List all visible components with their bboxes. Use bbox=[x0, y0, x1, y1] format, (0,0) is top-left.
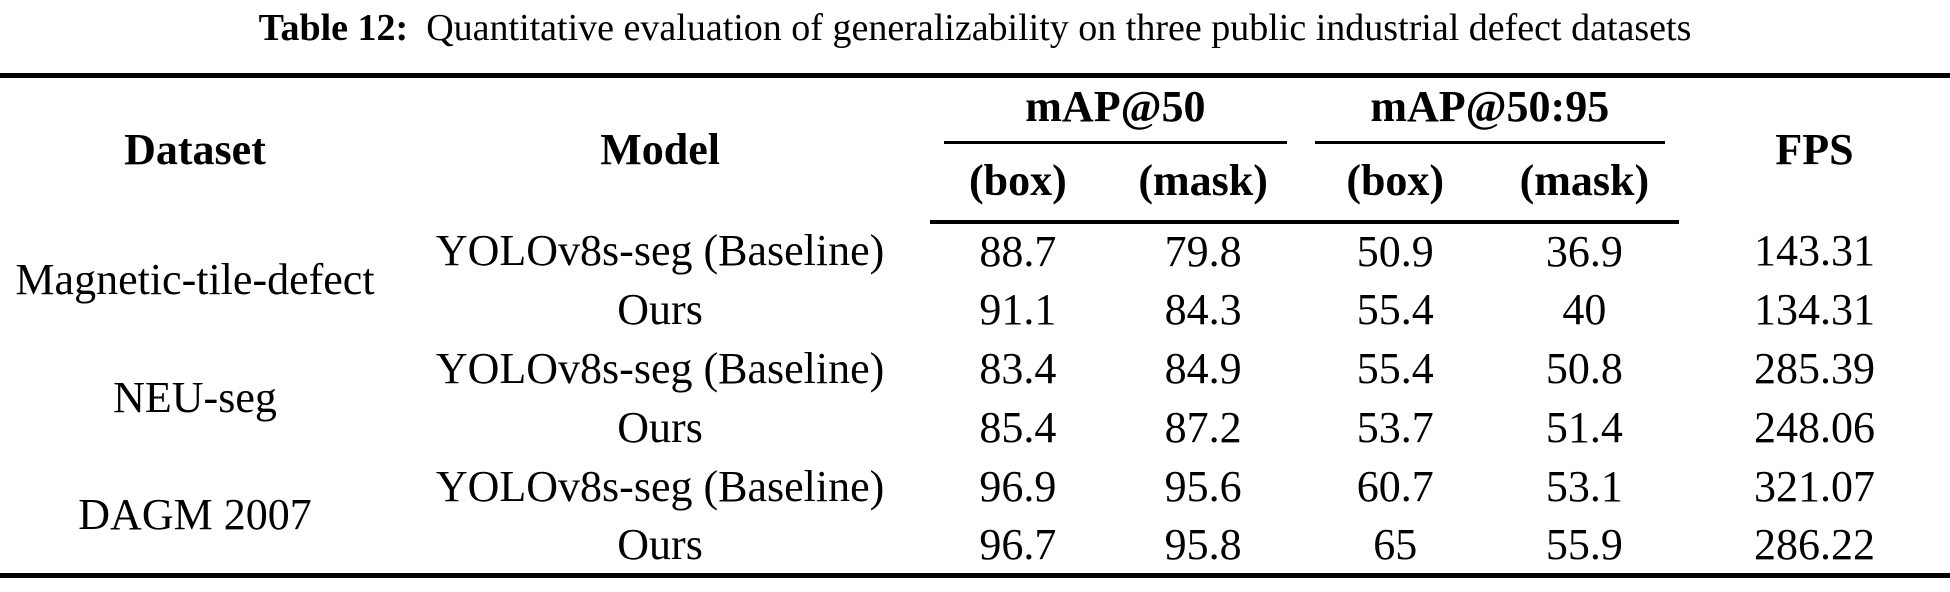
map5095-box-cell: 65 bbox=[1373, 519, 1418, 569]
map50-mask-cell: 84.3 bbox=[1164, 284, 1242, 334]
fps-cell: 321.07 bbox=[1753, 461, 1875, 511]
results-table: Dataset Model mAP@50 mAP@50:95 FPS (box)… bbox=[0, 73, 1950, 578]
map50-mask-cell: 79.8 bbox=[1164, 226, 1242, 276]
map50-box-cell: 96.9 bbox=[979, 461, 1057, 511]
dataset-cell: Magnetic-tile-defect bbox=[15, 255, 375, 305]
fps-cell: 285.39 bbox=[1753, 343, 1875, 393]
cmidrule-map50-95: mAP@50:95 bbox=[1314, 79, 1665, 144]
map50-box-cell: 83.4 bbox=[979, 343, 1057, 393]
col-header-model: Model bbox=[600, 124, 720, 174]
table-row: Ours 96.7 95.8 65 55.9 286.22 bbox=[0, 517, 1950, 576]
map50-mask-cell: 87.2 bbox=[1164, 402, 1242, 452]
map5095-box-cell: 55.4 bbox=[1356, 284, 1434, 334]
fps-cell: 143.31 bbox=[1753, 225, 1875, 275]
map5095-mask-cell: 51.4 bbox=[1545, 402, 1623, 452]
table-row: Magnetic-tile-defect YOLOv8s-seg (Baseli… bbox=[0, 222, 1950, 304]
model-cell: YOLOv8s-seg (Baseline) bbox=[435, 225, 885, 275]
map5095-box-cell: 55.4 bbox=[1356, 343, 1434, 393]
map50-mask-cell: 95.6 bbox=[1164, 461, 1242, 511]
model-cell: YOLOv8s-seg (Baseline) bbox=[435, 461, 885, 511]
cmidrule-map50: mAP@50 bbox=[944, 79, 1287, 144]
map5095-mask-cell: 55.9 bbox=[1545, 519, 1623, 569]
table-row: Ours 91.1 84.3 55.4 40 134.31 bbox=[0, 281, 1950, 340]
map5095-mask-cell: 40 bbox=[1562, 284, 1607, 334]
table-row: DAGM 2007 YOLOv8s-seg (Baseline) 96.9 95… bbox=[0, 458, 1950, 539]
map50-box-cell: 96.7 bbox=[979, 519, 1057, 569]
map5095-box-cell: 53.7 bbox=[1356, 402, 1434, 452]
map50-mask-cell: 95.8 bbox=[1164, 519, 1242, 569]
map50-box-cell: 85.4 bbox=[979, 402, 1057, 452]
fps-cell: 248.06 bbox=[1753, 402, 1875, 452]
model-cell: Ours bbox=[617, 284, 703, 334]
col-subheader-map5095-box: (box) bbox=[1300, 143, 1490, 224]
header-row-groups: Dataset Model mAP@50 mAP@50:95 FPS bbox=[0, 76, 1950, 173]
col-subheader-map5095-mask: (mask) bbox=[1489, 143, 1679, 224]
col-subheader-map50-box: (box) bbox=[930, 143, 1106, 224]
dataset-cell: NEU-seg bbox=[113, 373, 277, 423]
map5095-mask-cell: 53.1 bbox=[1545, 461, 1623, 511]
col-group-map50-95: mAP@50:95 bbox=[1301, 76, 1679, 144]
header-row-sub: (box) (mask) (box) (mask) bbox=[0, 143, 1950, 224]
col-header-dataset: Dataset bbox=[124, 124, 266, 174]
model-cell: Ours bbox=[617, 402, 703, 452]
map50-box-cell: 88.7 bbox=[979, 226, 1057, 276]
dataset-cell: DAGM 2007 bbox=[78, 490, 312, 540]
table-caption: Table 12: Quantitative evaluation of gene… bbox=[0, 0, 1950, 73]
col-group-map50: mAP@50 bbox=[930, 76, 1301, 144]
table-row: Ours 85.4 87.2 53.7 51.4 248.06 bbox=[0, 399, 1950, 458]
map50-mask-cell: 84.9 bbox=[1164, 343, 1242, 393]
table-row: NEU-seg YOLOv8s-seg (Baseline) 83.4 84.9… bbox=[0, 340, 1950, 422]
col-group-map50-label: mAP@50 bbox=[1025, 82, 1206, 132]
map50-box-cell: 91.1 bbox=[979, 284, 1057, 334]
map5095-box-cell: 50.9 bbox=[1356, 226, 1434, 276]
table-caption-label: Table 12: bbox=[258, 7, 409, 49]
map5095-box-cell: 60.7 bbox=[1356, 461, 1434, 511]
model-cell: Ours bbox=[617, 519, 703, 569]
map5095-mask-cell: 50.8 bbox=[1545, 343, 1623, 393]
col-group-map50-95-label: mAP@50:95 bbox=[1370, 82, 1610, 132]
fps-cell: 286.22 bbox=[1753, 519, 1875, 569]
col-subheader-map50-mask: (mask) bbox=[1105, 143, 1301, 224]
fps-cell: 134.31 bbox=[1753, 284, 1875, 334]
table-caption-text: Quantitative evaluation of generalizabil… bbox=[426, 7, 1692, 49]
col-header-fps: FPS bbox=[1775, 124, 1854, 174]
model-cell: YOLOv8s-seg (Baseline) bbox=[435, 343, 885, 393]
map5095-mask-cell: 36.9 bbox=[1545, 226, 1623, 276]
